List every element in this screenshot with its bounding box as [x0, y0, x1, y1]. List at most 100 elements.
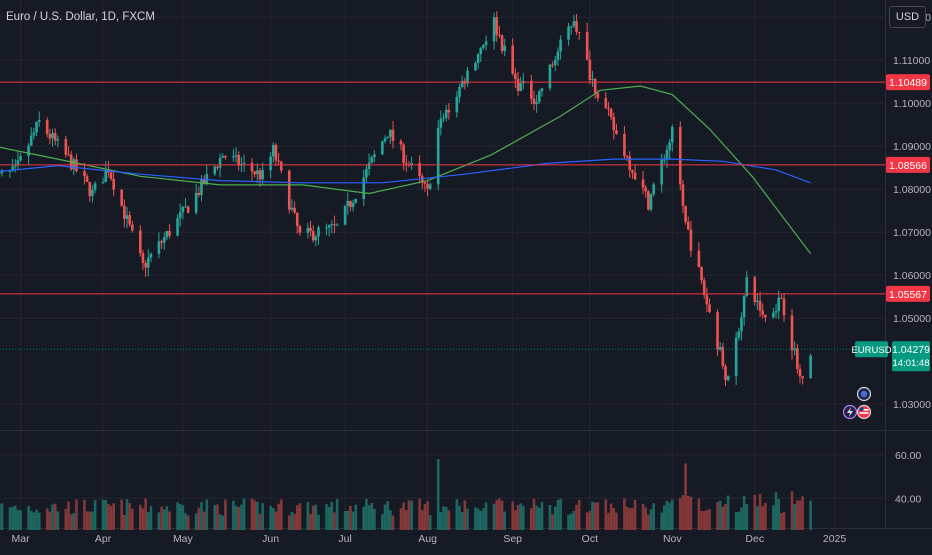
candle-body [569, 26, 573, 28]
volume-bar [157, 512, 161, 530]
lightning-icon[interactable] [842, 404, 858, 420]
candle-body [761, 310, 765, 315]
level-badge-value: 1.10489 [889, 77, 927, 89]
candle-body [383, 138, 387, 142]
volume-bar [72, 513, 76, 530]
candle-body [756, 300, 759, 302]
volume-bar [681, 495, 685, 530]
candle-body [442, 117, 445, 119]
volume-bar [772, 505, 775, 530]
volume-bar [647, 514, 650, 530]
candle-body [519, 83, 522, 91]
volume-bar [253, 500, 256, 530]
volume-bar [373, 508, 376, 530]
volume-bar [32, 512, 36, 530]
volume-bar [663, 505, 666, 530]
volume-bars [0, 459, 812, 530]
volume-bar [447, 510, 451, 530]
volume-bar [764, 502, 767, 530]
price-tick-label: 1.07000 [893, 227, 931, 239]
candle-body [272, 144, 275, 157]
candle-body [197, 192, 201, 196]
volume-bar [53, 503, 57, 530]
candle-body [160, 241, 163, 243]
candle-body [668, 142, 671, 150]
volume-bar [314, 504, 318, 530]
candle-body [593, 78, 597, 93]
candle-body [681, 184, 685, 206]
flag-icon[interactable] [856, 404, 872, 420]
volume-bar [213, 505, 217, 530]
candle-body [333, 224, 336, 226]
volume-bar [0, 503, 4, 530]
candle-body [317, 227, 320, 237]
volume-bar [644, 507, 647, 530]
volume-bar [623, 498, 626, 530]
price-tick-label: 1.05000 [893, 313, 931, 325]
candle-body [575, 21, 578, 32]
candle-body [146, 257, 150, 268]
candles [0, 11, 812, 387]
volume-tick-label: 40.00 [895, 493, 921, 505]
volume-bar [777, 499, 780, 530]
candle-body [253, 171, 256, 175]
volume-bar [809, 500, 812, 530]
candle-body [745, 277, 749, 296]
candle-body [104, 169, 108, 183]
candle-body [72, 159, 76, 170]
time-label: Nov [663, 533, 682, 545]
volume-bar [718, 500, 722, 530]
candle-body [718, 347, 722, 350]
candle-body [242, 162, 246, 164]
volume-bar [386, 501, 389, 530]
candle-body [444, 109, 448, 118]
candle-body [8, 170, 12, 172]
volume-bar [678, 498, 682, 530]
volume-bar [139, 504, 142, 530]
volume-bar [593, 502, 597, 530]
candle-body [277, 160, 280, 162]
price-badge-value: 1.04279 [892, 344, 930, 356]
candle-body [607, 107, 610, 110]
candle-body [764, 314, 767, 318]
candle-body [772, 312, 775, 318]
candle-body [426, 183, 429, 189]
volume-bar [290, 511, 294, 530]
candle-body [633, 172, 637, 180]
volume-bar [29, 510, 33, 530]
candle-body [801, 376, 804, 379]
volume-bar [287, 515, 291, 530]
volume-bar [458, 505, 461, 530]
volume-bar [519, 503, 522, 530]
volume-bar [420, 510, 424, 530]
horizontal-levels[interactable]: 1.10489 1.08566 1.05567 [0, 74, 930, 302]
volume-bar [612, 507, 616, 530]
candle-body [53, 133, 57, 141]
volume-bar [221, 515, 225, 530]
volume-bar [194, 513, 198, 530]
volume-bar [442, 506, 445, 530]
candle-body [436, 127, 440, 185]
globe-icon[interactable] [856, 386, 872, 402]
candle-body [279, 161, 283, 171]
currency-button[interactable]: USD [889, 6, 926, 28]
candle-body [141, 253, 145, 264]
volume-bar [455, 499, 459, 530]
volume-bar [197, 507, 201, 530]
candle-body [176, 218, 179, 236]
volume-bar [391, 515, 395, 530]
volume-bar [277, 503, 280, 530]
volume-bar [306, 502, 310, 530]
volume-bar [35, 509, 38, 530]
candle-body [420, 176, 424, 183]
candle-body [774, 311, 778, 313]
price-badge-countdown: 14:01:48 [893, 358, 930, 369]
candle-body [306, 227, 310, 233]
candle-body [48, 133, 52, 139]
candle-body [224, 156, 227, 158]
candle-body [705, 295, 709, 305]
price-tick-label: 1.03000 [893, 399, 931, 411]
volume-bar [399, 508, 403, 530]
candle-body [200, 179, 203, 196]
